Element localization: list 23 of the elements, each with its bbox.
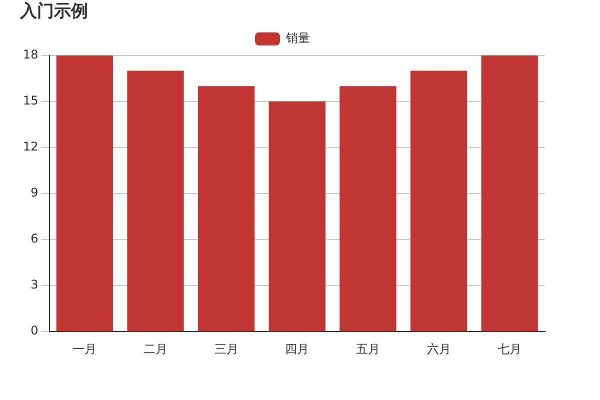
bar (268, 101, 326, 332)
y-tick-label: 0 (30, 324, 38, 338)
x-tick-label: 四月 (285, 342, 310, 356)
y-tick-label: 9 (30, 186, 38, 200)
bar (198, 86, 255, 332)
bar (56, 55, 114, 332)
x-tick-label: 五月 (356, 342, 380, 356)
x-tick-label: 一月 (72, 342, 97, 356)
y-tick-label: 6 (30, 232, 38, 246)
x-tick-label: 二月 (143, 342, 168, 356)
y-tick-label: 15 (22, 94, 38, 108)
y-tick-label: 3 (30, 278, 38, 292)
x-tick-label: 七月 (498, 342, 522, 356)
bar (340, 86, 396, 332)
legend-label: 销量 (285, 31, 310, 46)
x-tick-label: 六月 (426, 342, 451, 356)
y-tick-label: 12 (22, 140, 38, 154)
bar (481, 55, 538, 332)
bar (410, 70, 468, 332)
y-tick-label: 18 (22, 48, 38, 62)
x-tick-label: 三月 (214, 342, 238, 356)
chart-title: 入门示例 (19, 2, 88, 22)
bar (127, 70, 184, 332)
